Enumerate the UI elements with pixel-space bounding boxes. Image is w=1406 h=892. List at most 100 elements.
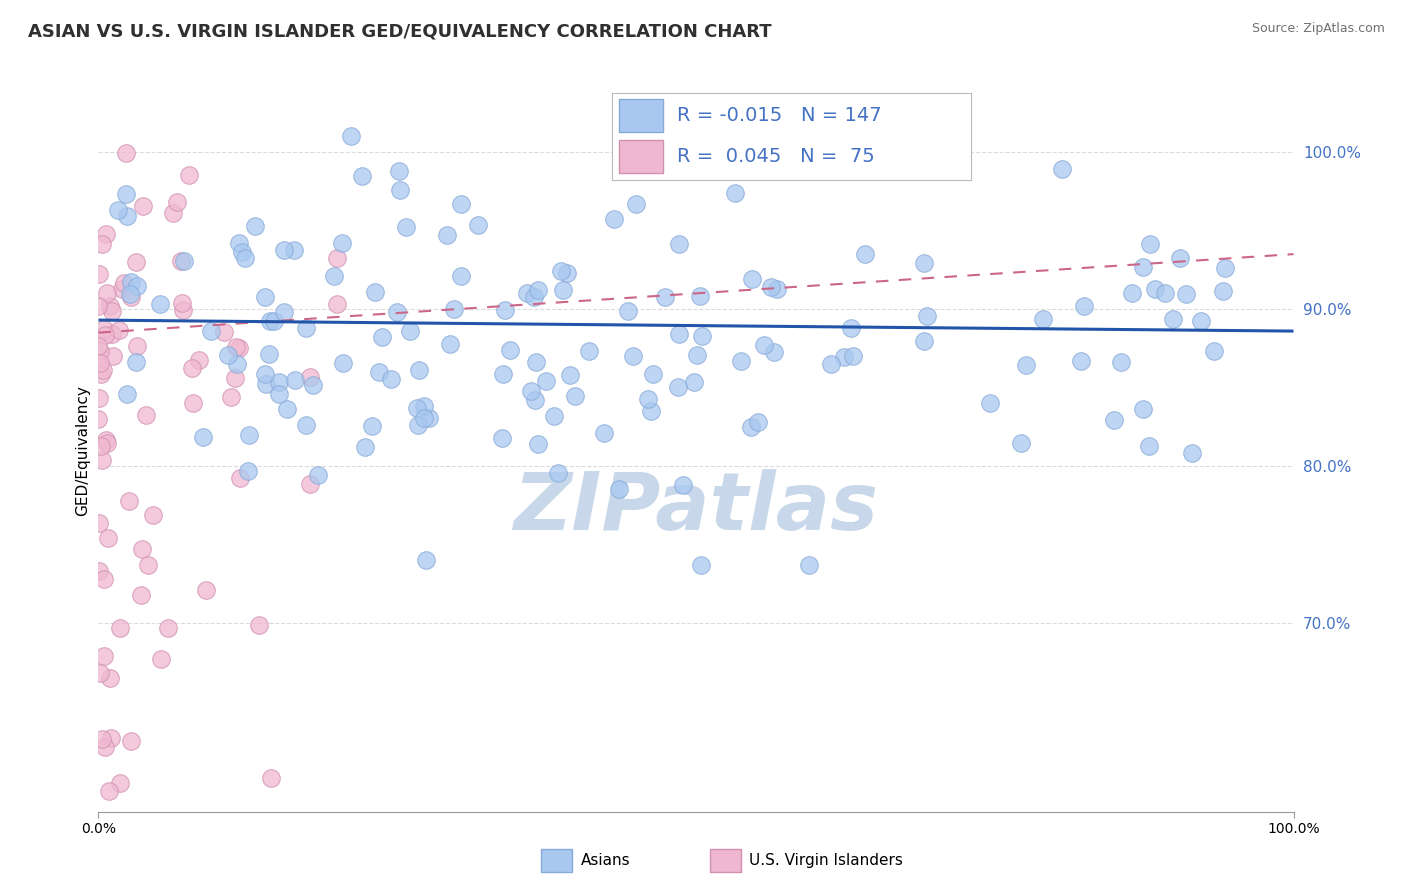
Point <box>231 245 253 260</box>
Point <box>1202 343 1225 358</box>
Point <box>91 363 114 377</box>
Point <box>689 558 711 572</box>
Point <box>754 338 776 352</box>
Point <box>617 304 640 318</box>
Point <box>1121 286 1143 301</box>
Point <box>1213 261 1236 276</box>
Point <box>93 322 115 336</box>
Point <box>558 368 581 383</box>
Point <box>89 665 111 680</box>
Point <box>89 356 111 370</box>
Point <box>101 327 124 342</box>
Text: U.S. Virgin Islanders: U.S. Virgin Islanders <box>749 854 903 868</box>
Text: Asians: Asians <box>581 854 630 868</box>
Point <box>150 652 173 666</box>
Point <box>295 418 318 433</box>
Point <box>1189 314 1212 328</box>
Point <box>603 211 626 226</box>
Point <box>142 508 165 523</box>
Point <box>450 268 472 283</box>
Point <box>418 411 440 425</box>
Point <box>1137 439 1160 453</box>
Point <box>405 401 427 416</box>
Point <box>853 247 876 261</box>
Point <box>225 340 247 354</box>
Point <box>523 290 546 304</box>
Point <box>1139 236 1161 251</box>
Point <box>555 266 578 280</box>
Point <box>1132 401 1154 416</box>
Point <box>491 431 513 445</box>
Point <box>413 411 436 425</box>
Point <box>436 227 458 242</box>
Point <box>233 251 256 265</box>
Point <box>260 771 283 785</box>
Point <box>157 621 180 635</box>
Point <box>534 374 557 388</box>
Point <box>172 303 194 318</box>
Point <box>98 671 121 685</box>
Point <box>443 301 465 316</box>
Point <box>388 163 411 178</box>
Point <box>527 283 550 297</box>
Point <box>609 482 631 496</box>
Point <box>259 347 281 361</box>
Point <box>912 256 935 270</box>
Point <box>276 401 298 416</box>
Point <box>323 268 346 283</box>
Point <box>228 236 250 251</box>
Point <box>640 403 662 417</box>
Point <box>98 784 121 798</box>
Y-axis label: GED/Equivalency: GED/Equivalency <box>75 385 90 516</box>
Point <box>135 408 157 422</box>
Point <box>408 362 430 376</box>
Point <box>360 418 382 433</box>
Point <box>254 368 277 382</box>
Point <box>515 286 537 301</box>
Point <box>543 409 565 424</box>
Point <box>326 296 349 310</box>
Point <box>523 393 546 408</box>
Point <box>90 453 112 467</box>
Point <box>214 325 236 339</box>
Point <box>263 314 285 328</box>
Point <box>354 440 377 454</box>
Point <box>191 430 214 444</box>
Point <box>180 360 202 375</box>
Point <box>118 493 141 508</box>
Point <box>1010 435 1032 450</box>
Point <box>108 622 131 636</box>
Point <box>302 378 325 392</box>
Point <box>283 243 305 257</box>
Point <box>96 436 118 450</box>
Point <box>100 731 122 746</box>
Point <box>797 558 820 572</box>
Point <box>686 348 709 362</box>
Point <box>87 412 110 426</box>
Point <box>399 324 422 338</box>
Point <box>578 343 600 358</box>
Point <box>117 386 139 401</box>
Point <box>439 336 461 351</box>
Point <box>115 209 138 223</box>
Point <box>87 299 110 313</box>
Point <box>1154 285 1177 300</box>
Point <box>551 283 574 297</box>
Point <box>284 373 307 387</box>
Point <box>120 287 142 301</box>
Point <box>115 186 138 201</box>
Point <box>125 354 148 368</box>
Point <box>350 169 373 184</box>
Point <box>194 583 217 598</box>
Text: ZIPatlas: ZIPatlas <box>513 469 879 548</box>
Point <box>127 339 149 353</box>
Point <box>395 220 418 235</box>
Point <box>93 648 115 663</box>
Point <box>87 267 110 281</box>
Point <box>217 348 239 362</box>
Point <box>114 145 136 160</box>
Point <box>1104 413 1126 427</box>
Point <box>332 236 354 251</box>
Point <box>765 282 787 296</box>
Point <box>637 392 659 406</box>
